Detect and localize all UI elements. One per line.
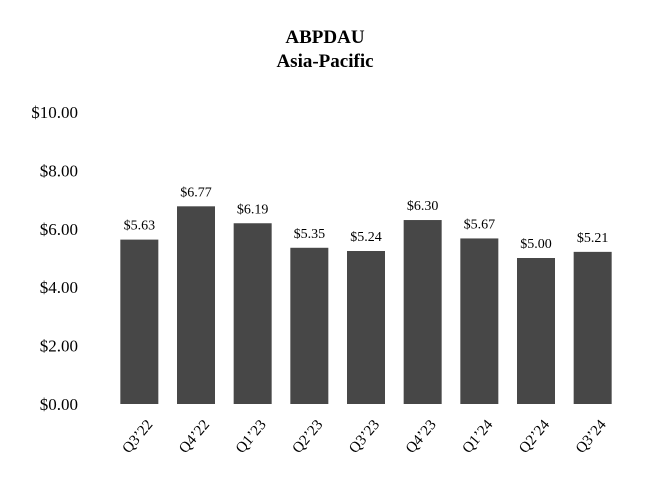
data-label: $6.30: [407, 199, 439, 214]
y-tick-label: $4.00: [40, 278, 78, 297]
data-label: $6.77: [180, 185, 212, 200]
bar: [233, 223, 272, 404]
x-tick-label: Q2’24: [516, 417, 553, 457]
x-tick-label: Q3’23: [346, 417, 383, 457]
data-label: $6.19: [237, 202, 269, 217]
data-label: $5.21: [577, 231, 609, 246]
y-tick-label: $2.00: [40, 337, 78, 356]
x-tick-label: Q2’23: [290, 417, 327, 457]
bar: [290, 247, 329, 404]
x-tick-label: Q3’24: [573, 417, 610, 457]
bar: [403, 220, 442, 404]
bar: [177, 206, 215, 404]
y-tick-label: $8.00: [40, 161, 78, 180]
data-label: $5.67: [464, 217, 496, 232]
x-tick-label: Q4’23: [403, 417, 440, 457]
y-tick-label: $6.00: [40, 220, 78, 239]
chart-subtitle: Asia-Pacific: [276, 51, 374, 72]
bar: [460, 238, 499, 404]
y-tick-label: $0.00: [40, 395, 78, 414]
x-tick-label: Q1’24: [460, 417, 497, 457]
x-tick-label: Q1’23: [233, 417, 270, 457]
bar: [517, 258, 555, 404]
data-label: $5.63: [124, 219, 156, 234]
bar: [120, 239, 159, 404]
chart-title: ABPDAU: [285, 27, 365, 48]
y-tick-label: $10.00: [31, 103, 78, 122]
x-tick-label: Q3’22: [120, 417, 157, 457]
data-label: $5.35: [294, 227, 326, 242]
x-tick-label: Q4’22: [176, 417, 213, 457]
data-label: $5.24: [350, 230, 382, 245]
bar: [347, 250, 385, 404]
bar: [573, 251, 612, 404]
data-label: $5.00: [520, 237, 552, 252]
